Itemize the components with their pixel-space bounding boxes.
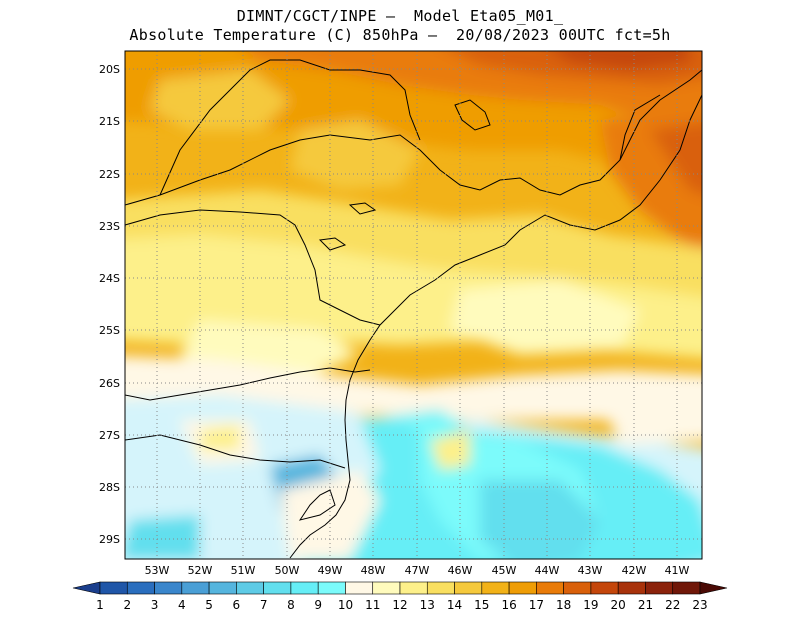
colorbar-swatch [372,581,401,595]
state-boundary-rj-es [619,94,661,161]
reservoir-1 [454,99,491,131]
plot-frame [124,50,703,560]
lat-label: 23S [99,220,120,233]
latitude-axis: 20S 21S 22S 23S 24S 25S 26S 27S 28S 29S [99,63,120,546]
lon-label: 46W [448,564,473,577]
colorbar-swatch [181,581,210,595]
colorbar-swatch [399,581,428,595]
lat-label: 20S [99,63,120,76]
colorbar-swatch [263,581,292,595]
state-boundary-go [159,59,421,196]
colorbar-label: 19 [583,598,598,612]
state-boundary-mg-sp [125,69,702,206]
lon-label: 52W [188,564,213,577]
colorbar-label: 15 [474,598,489,612]
longitude-axis: 53W 52W 51W 50W 49W 48W 47W 46W 45W 44W … [145,564,690,577]
colorbar-label: 1 [96,598,104,612]
lagoon [298,489,336,521]
lon-label: 44W [535,564,560,577]
colorbar-label: 9 [314,598,322,612]
colorbar-swatch [126,581,155,595]
colorbar-swatch [154,581,183,595]
lat-label: 24S [99,272,120,285]
lon-label: 42W [622,564,647,577]
lat-label: 28S [99,481,120,494]
colorbar-swatch [508,581,537,595]
colorbar-label: 11 [365,598,380,612]
colorbar-label: 5 [205,598,213,612]
reservoir-3 [348,202,377,215]
lat-label: 29S [99,533,120,546]
colorbar-swatch [563,581,592,595]
lon-label: 45W [492,564,517,577]
colorbar-swatch [99,581,128,595]
colorbar-label: 22 [665,598,680,612]
colorbar-label: 6 [233,598,241,612]
colorbar: 1 2 3 4 5 6 7 8 9 10 11 12 13 14 15 16 17 18 19 20 21 22 23 [72,581,728,612]
lat-label: 26S [99,377,120,390]
colorbar-swatch [645,581,674,595]
colorbar-label: 23 [692,598,707,612]
colorbar-swatch [345,581,374,595]
colorbar-swatch [454,581,483,595]
lat-label: 25S [99,324,120,337]
lon-label: 41W [665,564,690,577]
colorbar-swatch [426,581,455,595]
colorbar-swatch [208,581,237,595]
lon-label: 53W [145,564,170,577]
colorbar-swatch [590,581,619,595]
state-boundary-sc-rs [125,434,346,469]
colorbar-swatch [672,581,701,595]
lat-label: 22S [99,168,120,181]
colorbar-label: 10 [338,598,353,612]
colorbar-swatch [481,581,510,595]
colorbar-label: 7 [260,598,268,612]
reservoir-2 [318,237,347,251]
colorbar-label: 20 [611,598,626,612]
colorbar-swatch [290,581,319,595]
state-boundary-ms-pr [125,209,381,326]
colorbar-swatch [617,581,646,595]
colorbar-arrow-high [699,581,728,595]
boundaries [125,59,702,559]
lon-label: 49W [318,564,343,577]
lon-label: 48W [361,564,386,577]
lon-label: 50W [275,564,300,577]
map-title-line-1: DIMNT/CGCT/INPE – Model Eta05_M01_ [236,7,564,25]
lon-label: 47W [405,564,430,577]
colorbar-swatch [317,581,346,595]
colorbar-label: 8 [287,598,295,612]
lon-label: 43W [578,564,603,577]
lat-label: 27S [99,429,120,442]
colorbar-label: 21 [638,598,653,612]
lat-label: 21S [99,115,120,128]
colorbar-label: 18 [556,598,571,612]
colorbar-swatch [236,581,264,595]
temperature-field [125,51,702,559]
colorbar-label: 3 [151,598,159,612]
state-boundary-pr-sc [125,367,371,401]
lon-label: 51W [231,564,256,577]
colorbar-swatch [536,581,564,595]
colorbar-label: 2 [123,598,131,612]
graticule [125,51,702,559]
colorbar-label: 17 [529,598,544,612]
colorbar-label: 14 [447,598,462,612]
colorbar-label: 4 [178,598,186,612]
map-title-line-2: Absolute Temperature (C) 850hPa – 20/08/… [129,26,671,44]
colorbar-label: 13 [420,598,435,612]
colorbar-arrow-low [72,581,101,595]
colorbar-label: 16 [501,598,516,612]
colorbar-label: 12 [392,598,407,612]
coastline [289,94,702,559]
